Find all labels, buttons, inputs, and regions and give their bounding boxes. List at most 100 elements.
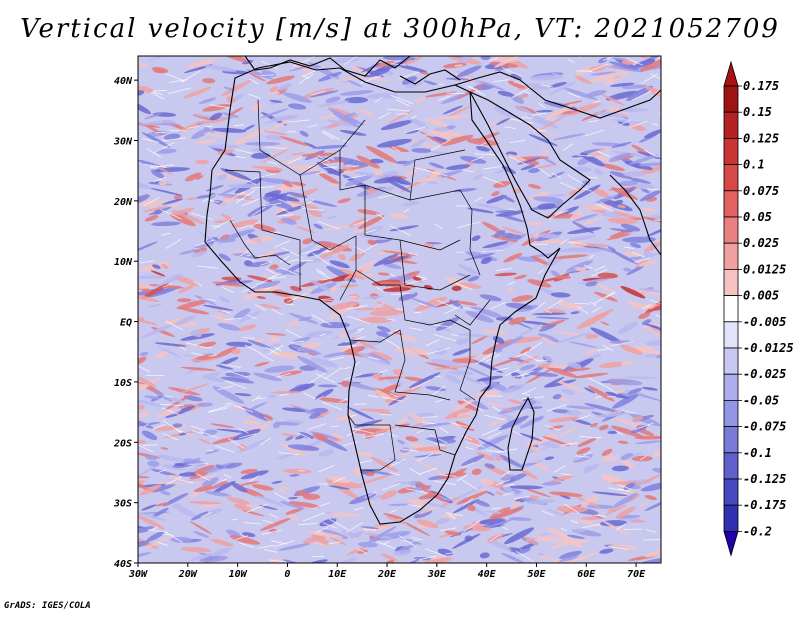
field-cell [528,167,541,174]
field-contour [287,293,307,303]
field-contour [255,397,267,400]
field-contour [356,548,368,554]
field-cell [337,198,352,204]
field-cell [357,215,385,230]
field-contour [315,527,329,533]
field-contour [494,448,518,454]
field-cell [287,188,319,201]
field-cell [188,58,216,68]
field-cell [558,424,583,437]
field-contour [386,108,411,112]
field-cell [494,169,506,174]
field-contour [430,139,451,151]
field-cell [531,255,549,265]
field-cell [268,336,281,343]
x-tick-label: 30W [128,569,148,580]
field-cell [350,65,371,76]
field-cell [634,58,656,68]
field-contour [224,317,242,320]
field-cell [285,508,304,515]
field-cell [218,296,230,304]
field-cell [259,303,282,310]
field-contour [522,396,545,400]
field-cell [185,172,202,182]
field-cell [575,353,603,364]
colorbar-swatch [723,111,739,139]
field-cell [344,96,369,104]
field-contour [503,491,515,496]
field-contour [492,406,501,412]
field-contour [138,444,154,453]
field-cell [493,181,511,188]
field-contour [251,206,266,216]
field-cell [408,498,429,507]
field-contour [178,479,194,484]
field-cell [194,295,217,306]
field-cell [541,336,556,345]
field-cell [216,193,252,198]
field-contour [592,100,601,104]
field-contour [461,519,481,534]
field-cell [298,316,313,322]
field-contour [342,366,352,370]
field-contour [596,348,610,352]
field-contour [421,422,436,425]
field-cell [145,455,158,461]
africa-coastline [204,61,561,525]
field-cell [378,376,403,380]
y-tick-label: 30S [113,499,132,510]
field-contour [389,458,406,467]
field-contour [263,549,278,553]
field-cell [221,79,252,97]
field-cell [416,519,439,529]
field-contour [217,385,234,391]
field-cell [503,253,523,263]
x-tick-label: 10W [229,569,248,580]
field-cell [328,57,360,64]
field-cell [212,481,236,494]
field-cell [404,81,424,89]
field-cell [493,106,516,118]
field-cell [234,503,252,511]
field-cell [511,501,521,507]
field-contour [359,242,379,255]
field-cell [554,275,572,280]
field-cell [485,490,495,496]
y-axis: 40N 30N 20N 10N EQ 10S 20S 30S 40S [113,76,138,570]
field-cell [264,365,295,373]
field-cell [618,180,639,187]
field-cell [328,75,349,84]
field-cell [357,260,377,270]
field-cell [151,482,177,493]
field-contour [621,410,637,414]
field-cell [598,361,626,369]
field-cell [580,497,601,505]
field-cell [573,372,609,379]
field-contour [344,374,362,380]
field-contour [260,261,272,266]
field-contour [338,397,350,403]
field-contour [602,344,614,352]
colorbar-label: 0.0125 [743,262,786,276]
field-contour [246,254,253,257]
field-contour [211,478,228,487]
field-cell [314,388,334,400]
field-contour [152,424,165,430]
field-contour [301,248,320,255]
field-cell [138,511,167,521]
field-cell [641,319,652,326]
field-cell [527,184,542,189]
field-cell [251,152,271,159]
field-cell [607,508,619,512]
field-cell [319,518,337,527]
field-cell [418,492,441,500]
field-cell [287,515,300,522]
field-cell [621,360,634,366]
field-contour [445,552,454,555]
field-contour [624,246,634,249]
field-cell [216,428,252,434]
field-cell [180,546,212,553]
field-contour [430,385,446,397]
field-cell [251,484,274,491]
